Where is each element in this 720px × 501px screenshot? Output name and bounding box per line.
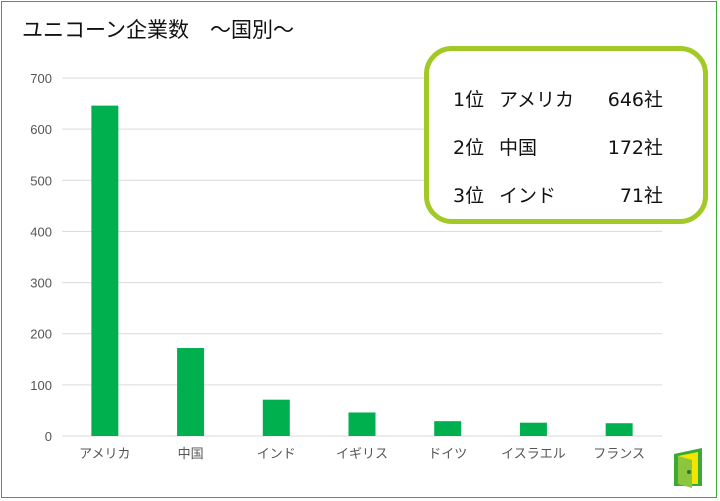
ranking-rank: 2位 <box>453 137 485 159</box>
x-category-label: ドイツ <box>428 447 467 462</box>
ranking-rank: 1位 <box>453 89 485 111</box>
ranking-country: インド <box>499 185 557 207</box>
y-tick-label: 500 <box>30 173 52 188</box>
x-category-label: アメリカ <box>79 447 130 462</box>
ranking-count: 172社 <box>607 137 663 159</box>
x-category-label: イギリス <box>336 447 388 462</box>
chart-title: ユニコーン企業数 ～国別～ <box>22 18 294 42</box>
x-axis-categories: アメリカ 中国 インド イギリス ドイツ イスラエル フランス <box>79 447 645 462</box>
bar <box>519 422 547 436</box>
ranking-count: 646社 <box>607 89 663 111</box>
y-tick-label: 300 <box>30 276 52 291</box>
bars <box>91 105 633 437</box>
ranking-count: 71社 <box>619 185 663 207</box>
y-axis-ticks: 0 100 200 300 400 500 600 700 <box>30 71 52 444</box>
x-category-label: イスラエル <box>501 447 566 462</box>
ranking-box: 1位 アメリカ 646社 2位 中国 172社 3位 インド 71社 <box>424 46 708 224</box>
x-category-label: フランス <box>593 447 645 462</box>
x-category-label: 中国 <box>178 447 204 462</box>
door-logo-icon <box>674 448 702 488</box>
y-tick-label: 100 <box>30 378 52 393</box>
bar <box>91 105 119 437</box>
y-tick-label: 600 <box>30 122 52 137</box>
y-tick-label: 200 <box>30 327 52 342</box>
bar <box>434 421 462 436</box>
bar <box>348 412 376 436</box>
bar <box>605 423 633 436</box>
ranking-country: アメリカ <box>499 89 575 111</box>
y-tick-label: 700 <box>30 71 52 86</box>
ranking-rank: 3位 <box>453 185 485 207</box>
x-category-label: インド <box>257 447 296 462</box>
y-tick-label: 400 <box>30 224 52 239</box>
ranking-country: 中国 <box>499 137 538 159</box>
y-tick-label: 0 <box>45 429 52 444</box>
bar <box>177 348 205 436</box>
bar <box>262 399 290 436</box>
